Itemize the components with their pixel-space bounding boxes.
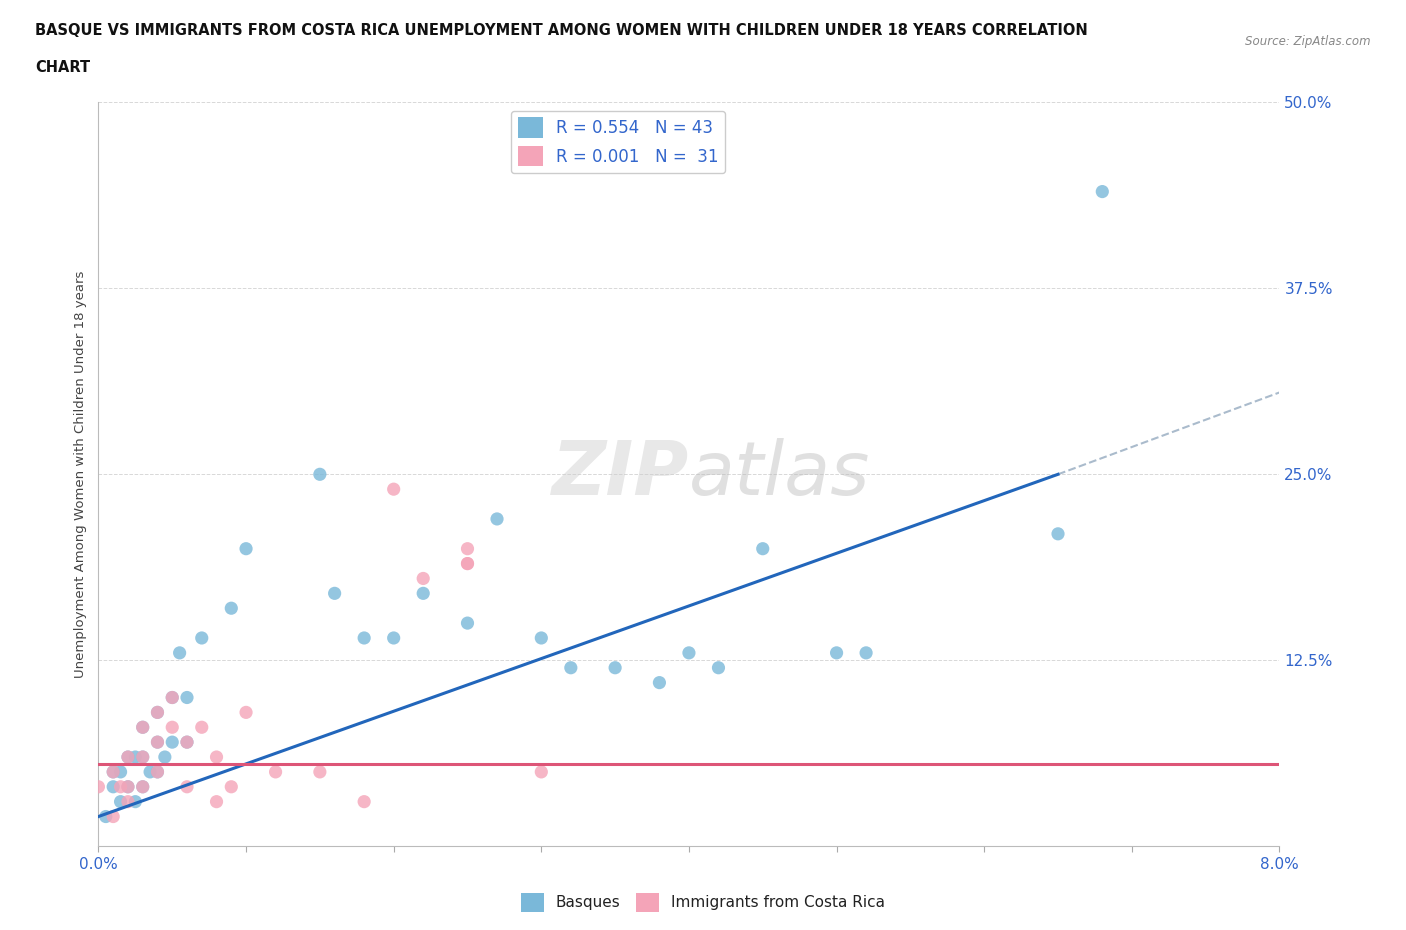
- Point: [132, 750, 155, 764]
- Text: ZIP: ZIP: [551, 438, 689, 511]
- Point: [132, 720, 155, 735]
- Point: [648, 675, 671, 690]
- Point: [456, 616, 478, 631]
- Point: [103, 809, 124, 824]
- Y-axis label: Unemployment Among Women with Children Under 18 years: Unemployment Among Women with Children U…: [75, 271, 87, 678]
- Point: [117, 750, 139, 764]
- Point: [205, 750, 228, 764]
- Point: [103, 764, 124, 779]
- Point: [308, 764, 332, 779]
- Point: [132, 720, 155, 735]
- Point: [191, 631, 214, 645]
- Point: [146, 705, 169, 720]
- Point: [605, 660, 627, 675]
- Point: [103, 764, 124, 779]
- Point: [219, 779, 242, 794]
- Point: [855, 645, 877, 660]
- Point: [382, 631, 405, 645]
- Point: [146, 735, 169, 750]
- Point: [353, 631, 375, 645]
- Point: [117, 779, 139, 794]
- Point: [153, 750, 176, 764]
- Point: [1046, 526, 1069, 541]
- Point: [456, 556, 478, 571]
- Point: [162, 720, 183, 735]
- Point: [117, 750, 139, 764]
- Point: [146, 764, 169, 779]
- Point: [146, 735, 169, 750]
- Point: [205, 794, 228, 809]
- Point: [132, 779, 155, 794]
- Point: [530, 631, 553, 645]
- Point: [678, 645, 700, 660]
- Point: [456, 556, 478, 571]
- Point: [456, 541, 478, 556]
- Point: [707, 660, 730, 675]
- Point: [132, 779, 155, 794]
- Legend: R = 0.554   N = 43, R = 0.001   N =  31: R = 0.554 N = 43, R = 0.001 N = 31: [510, 111, 725, 173]
- Text: Source: ZipAtlas.com: Source: ZipAtlas.com: [1246, 35, 1371, 48]
- Point: [117, 794, 139, 809]
- Point: [146, 764, 169, 779]
- Point: [146, 705, 169, 720]
- Point: [235, 705, 257, 720]
- Point: [176, 735, 198, 750]
- Point: [176, 690, 198, 705]
- Point: [412, 571, 434, 586]
- Point: [264, 764, 287, 779]
- Point: [169, 645, 191, 660]
- Point: [162, 690, 183, 705]
- Point: [560, 660, 582, 675]
- Legend: Basques, Immigrants from Costa Rica: Basques, Immigrants from Costa Rica: [515, 887, 891, 918]
- Point: [162, 690, 183, 705]
- Point: [382, 482, 405, 497]
- Text: CHART: CHART: [35, 60, 90, 75]
- Point: [117, 779, 139, 794]
- Point: [110, 794, 132, 809]
- Point: [323, 586, 346, 601]
- Point: [751, 541, 773, 556]
- Point: [530, 764, 553, 779]
- Point: [132, 750, 155, 764]
- Point: [485, 512, 508, 526]
- Text: BASQUE VS IMMIGRANTS FROM COSTA RICA UNEMPLOYMENT AMONG WOMEN WITH CHILDREN UNDE: BASQUE VS IMMIGRANTS FROM COSTA RICA UNE…: [35, 23, 1088, 38]
- Text: atlas: atlas: [689, 438, 870, 511]
- Point: [110, 779, 132, 794]
- Point: [124, 750, 146, 764]
- Point: [94, 809, 117, 824]
- Point: [1091, 184, 1114, 199]
- Point: [110, 764, 132, 779]
- Point: [139, 764, 162, 779]
- Point: [103, 779, 124, 794]
- Point: [176, 735, 198, 750]
- Point: [353, 794, 375, 809]
- Point: [162, 735, 183, 750]
- Point: [219, 601, 242, 616]
- Point: [87, 779, 110, 794]
- Point: [124, 794, 146, 809]
- Point: [191, 720, 214, 735]
- Point: [825, 645, 848, 660]
- Point: [235, 541, 257, 556]
- Point: [308, 467, 332, 482]
- Point: [176, 779, 198, 794]
- Point: [412, 586, 434, 601]
